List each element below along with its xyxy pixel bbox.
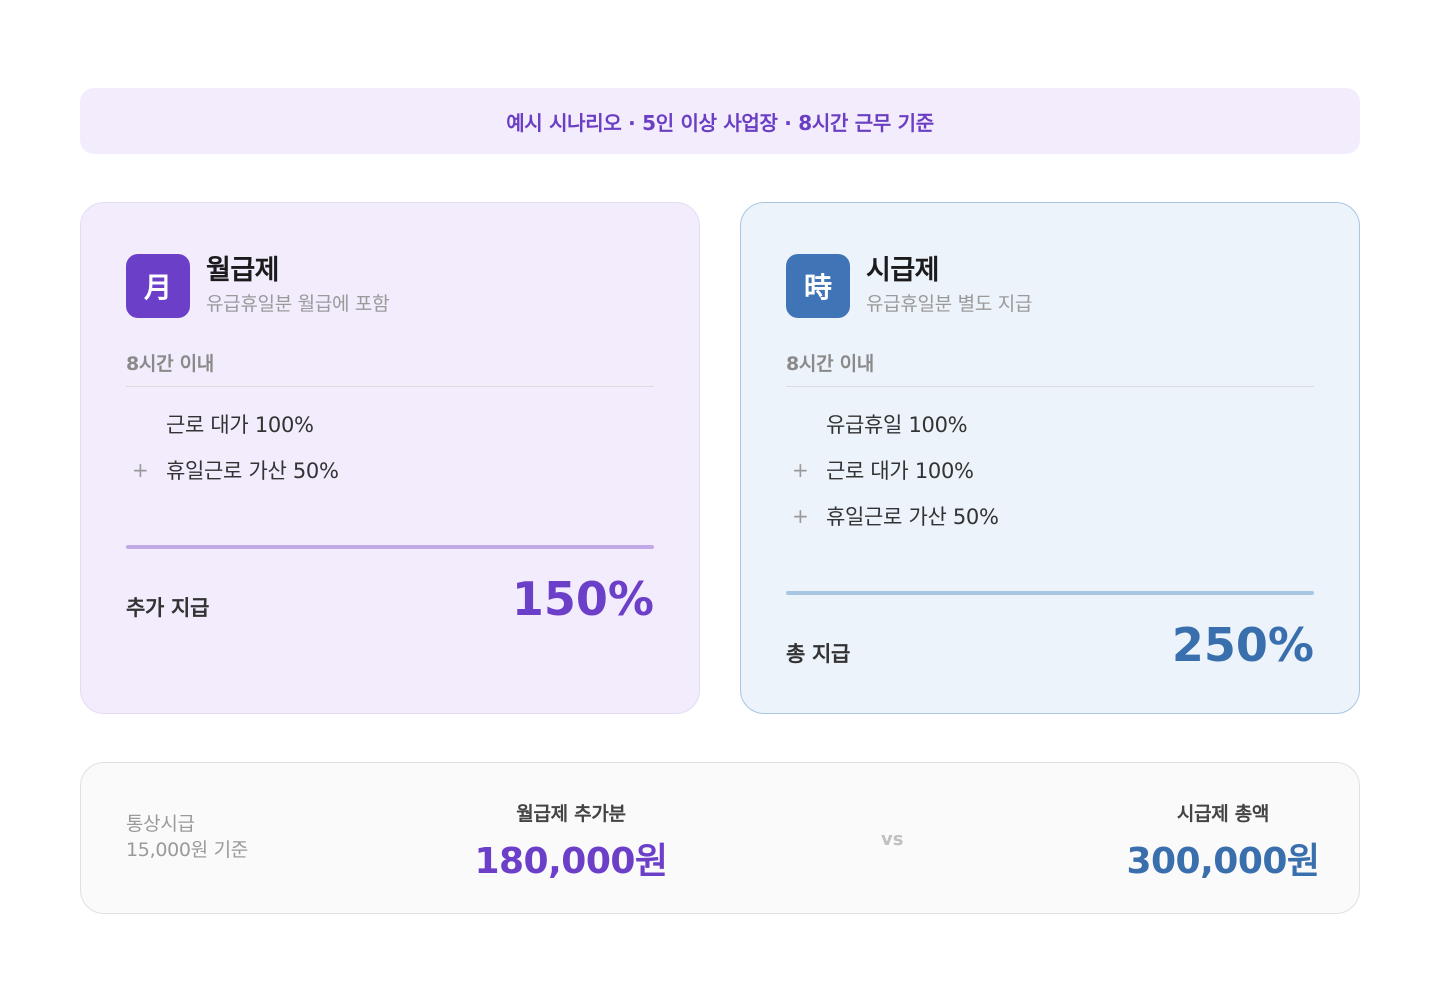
plus-icon: + <box>792 504 809 528</box>
monthly-line-list: 근로 대가 100% + 휴일근로 가산 50% <box>126 401 654 493</box>
hourly-divider <box>786 591 1314 595</box>
hourly-line-list: 유급휴일 100% + 근로 대가 100% + 휴일근로 가산 50% <box>786 401 1314 539</box>
hourly-section-label: 8시간 이내 <box>786 349 1314 387</box>
list-item: 근로 대가 100% <box>126 401 654 447</box>
line-text: 휴일근로 가산 50% <box>166 459 339 483</box>
hourly-total: 총 지급 250% <box>786 613 1314 677</box>
monthly-divider <box>126 545 654 549</box>
list-item: + 근로 대가 100% <box>786 447 1314 493</box>
list-item: + 휴일근로 가산 50% <box>786 493 1314 539</box>
hourly-amount-block: 시급제 총액 300,000원 <box>1123 799 1323 884</box>
monthly-section-label: 8시간 이내 <box>126 349 654 387</box>
hourly-card-title: 시급제 <box>866 254 940 286</box>
line-text: 휴일근로 가산 50% <box>826 505 999 529</box>
vs-label: vs <box>881 829 904 850</box>
monthly-amount-block: 월급제 추가분 180,000원 <box>471 799 671 884</box>
list-item: 유급휴일 100% <box>786 401 1314 447</box>
monthly-total-label: 추가 지급 <box>126 596 210 620</box>
monthly-card-subtitle: 유급휴일분 월급에 포함 <box>206 292 390 315</box>
hourly-total-value: 250% <box>1171 618 1314 672</box>
line-text: 근로 대가 100% <box>826 459 974 483</box>
monthly-total: 추가 지급 150% <box>126 567 654 631</box>
hourly-total-label: 총 지급 <box>786 642 851 666</box>
basis-line-1: 통상시급 <box>126 813 195 835</box>
monthly-total-value: 150% <box>511 572 654 626</box>
line-text: 근로 대가 100% <box>166 413 314 437</box>
list-item: + 휴일근로 가산 50% <box>126 447 654 493</box>
plus-icon: + <box>792 458 809 482</box>
scenario-banner-text: 예시 시나리오 · 5인 이상 사업장 · 8시간 근무 기준 <box>506 110 934 135</box>
amount-comparison-panel: 통상시급 15,000원 기준 월급제 추가분 180,000원 vs 시급제 … <box>80 762 1360 914</box>
plus-icon: + <box>132 458 149 482</box>
hourly-amount-value: 300,000원 <box>1126 841 1320 882</box>
line-text: 유급휴일 100% <box>826 413 968 437</box>
monthly-wage-card: 月 월급제 유급휴일분 월급에 포함 8시간 이내 근로 대가 100% + 휴… <box>80 202 700 714</box>
hourly-wage-card: 時 시급제 유급휴일분 별도 지급 8시간 이내 유급휴일 100% + 근로 … <box>740 202 1360 714</box>
monthly-card-header: 月 월급제 유급휴일분 월급에 포함 <box>126 253 654 319</box>
hourly-card-subtitle: 유급휴일분 별도 지급 <box>866 292 1033 315</box>
wage-basis: 통상시급 15,000원 기준 <box>126 811 248 863</box>
basis-line-2: 15,000원 기준 <box>126 839 248 861</box>
hourly-badge-icon: 時 <box>786 254 850 318</box>
hourly-card-header: 時 시급제 유급휴일분 별도 지급 <box>786 253 1314 319</box>
monthly-amount-label: 월급제 추가분 <box>516 803 626 825</box>
hourly-amount-label: 시급제 총액 <box>1176 803 1270 825</box>
monthly-card-title: 월급제 <box>206 254 280 286</box>
scenario-banner: 예시 시나리오 · 5인 이상 사업장 · 8시간 근무 기준 <box>80 88 1360 154</box>
monthly-amount-value: 180,000원 <box>474 841 668 882</box>
monthly-badge-icon: 月 <box>126 254 190 318</box>
